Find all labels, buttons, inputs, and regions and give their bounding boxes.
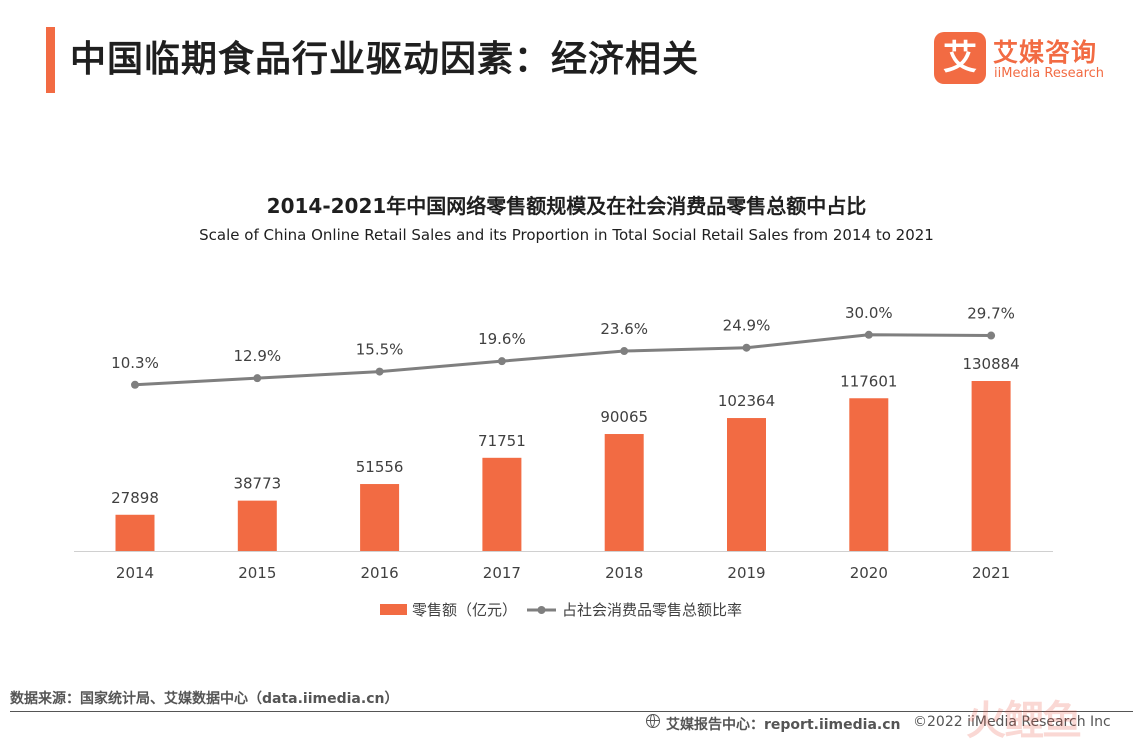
ratio-point-2020 [864, 330, 873, 339]
bar-2016 [360, 484, 400, 551]
copyright: ©2022 iiMedia Research Inc [913, 714, 1111, 730]
x-tick-label: 2018 [605, 564, 643, 582]
x-tick-label: 2017 [483, 564, 521, 582]
ratio-point-2019 [742, 343, 751, 352]
bar-value-label: 71751 [478, 432, 526, 450]
ratio-value-label: 12.9% [233, 347, 281, 365]
bar-value-label: 117601 [840, 372, 897, 390]
ratio-line [134, 333, 992, 387]
chart-subtitle: Scale of China Online Retail Sales and i… [199, 226, 934, 244]
bar-2021 [971, 381, 1011, 551]
ratio-point-2016 [375, 367, 384, 376]
x-tick-label: 2015 [238, 564, 276, 582]
bar-value-label: 130884 [962, 355, 1019, 373]
ratio-value-label: 10.3% [111, 354, 159, 372]
chart-legend: 零售额（亿元） 占社会消费品零售总额比率 [380, 601, 742, 619]
ratio-value-label: 24.9% [723, 317, 771, 335]
bar-value-label: 51556 [356, 458, 404, 476]
brand-logo: 艾 艾媒咨询 iiMedia Research [934, 32, 1114, 86]
globe-icon [646, 714, 660, 728]
bars-layer [74, 381, 1053, 552]
ratio-point-2018 [620, 347, 629, 356]
data-source: 数据来源：国家统计局、艾媒数据中心（data.iimedia.cn） [10, 691, 399, 707]
legend-bar-swatch [380, 604, 407, 615]
ratio-point-2017 [497, 357, 506, 366]
ratio-value-label: 29.7% [967, 305, 1015, 323]
ratio-value-label: 30.0% [845, 304, 893, 322]
bar-2019 [727, 418, 766, 551]
bar-2015 [237, 500, 277, 551]
ratio-value-label: 23.6% [600, 320, 648, 338]
ratio-point-2014 [131, 380, 139, 389]
page-title: 中国临期食品行业驱动因素：经济相关 [70, 39, 700, 80]
report-center-link[interactable]: 艾媒报告中心：report.iimedia.cn [666, 717, 901, 733]
x-tick-label: 2019 [727, 564, 765, 582]
bar-value-label: 38773 [233, 475, 281, 493]
chart-title: 2014-2021年中国网络零售额规模及在社会消费品零售总额中占比 [266, 194, 867, 218]
ratio-value-label: 15.5% [356, 341, 404, 359]
bar-value-label: 27898 [111, 489, 159, 507]
brand-name-cn: 艾媒咨询 [993, 38, 1098, 67]
labels-layer: 27898 2014 38773 2015 51556 2016 71751 2017 9006… [111, 304, 1020, 582]
bar-2020 [849, 398, 889, 551]
bar-2014 [115, 514, 155, 551]
brand-mark-icon: 艾 [934, 32, 986, 84]
bar-value-label: 102364 [718, 392, 775, 410]
legend-line-marker [537, 606, 546, 614]
brand-name-en: iiMedia Research [994, 66, 1105, 81]
x-tick-label: 2020 [850, 564, 888, 582]
ratio-value-label: 19.6% [478, 330, 526, 348]
ratio-point-2015 [253, 374, 262, 383]
legend-line-label: 占社会消费品零售总额比率 [562, 601, 742, 619]
x-tick-label: 2021 [972, 564, 1010, 582]
bar-2018 [604, 434, 644, 551]
bar-value-label: 90065 [600, 408, 648, 426]
bar-2017 [482, 457, 522, 551]
title-accent-bar [46, 27, 55, 93]
ratio-point-2021 [987, 331, 996, 340]
x-tick-label: 2014 [116, 564, 154, 582]
footer-divider [10, 711, 1133, 712]
x-tick-label: 2016 [361, 564, 399, 582]
legend-bar-label: 零售额（亿元） [412, 601, 517, 619]
line-layer [131, 330, 996, 389]
watermark-logo: 火鲤鱼 [966, 698, 1082, 744]
